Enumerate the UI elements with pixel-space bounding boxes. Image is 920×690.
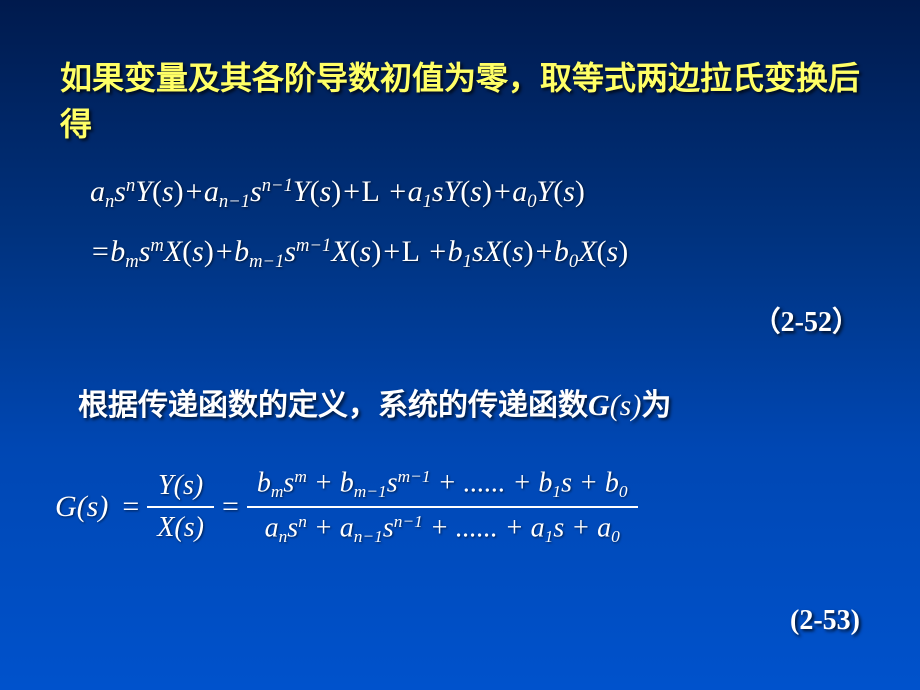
fraction-yx: Y(s) X(s)	[147, 468, 214, 546]
body-text-arg: (s)	[610, 389, 642, 422]
frac1-bar	[147, 506, 214, 508]
body-text-suffix: 为	[641, 389, 671, 422]
frac1-den: X(s)	[147, 510, 214, 546]
equation-2-number: (2-53)	[790, 605, 860, 637]
equation-1-line-1: ansnY(s)+an−1sn−1Y(s)+L +a1sY(s)+a0Y(s)	[90, 175, 585, 213]
equation-1-number: （2-52）	[753, 300, 860, 340]
frac2-num: bmsm + bm−1sm−1 + ...... + b1s + b0	[247, 465, 638, 504]
equals-sign-2: =	[214, 490, 247, 524]
body-text-prefix: 根据传递函数的定义，系统的传递函数	[78, 389, 588, 422]
frac2-den: ansn + an−1sn−1 + ...... + a1s + a0	[247, 510, 638, 549]
equals-sign-1: =	[114, 490, 147, 524]
equation-1-line-2: =bmsmX(s)+bm−1sm−1X(s)+L +b1sX(s)+b0X(s)	[90, 235, 628, 273]
frac2-bar	[247, 506, 638, 508]
fraction-poly: bmsm + bm−1sm−1 + ...... + b1s + b0 ansn…	[247, 465, 638, 549]
equation-2: G(s) = Y(s) X(s) = bmsm + bm−1sm−1 + ...…	[55, 465, 638, 549]
slide-heading: 如果变量及其各阶导数初值为零，取等式两边拉氏变换后得	[60, 55, 870, 148]
frac1-num: Y(s)	[147, 468, 214, 504]
equation-2-lhs: G(s)	[55, 490, 114, 524]
body-text-func: G	[588, 389, 610, 422]
body-text: 根据传递函数的定义，系统的传递函数G(s)为	[78, 380, 868, 424]
